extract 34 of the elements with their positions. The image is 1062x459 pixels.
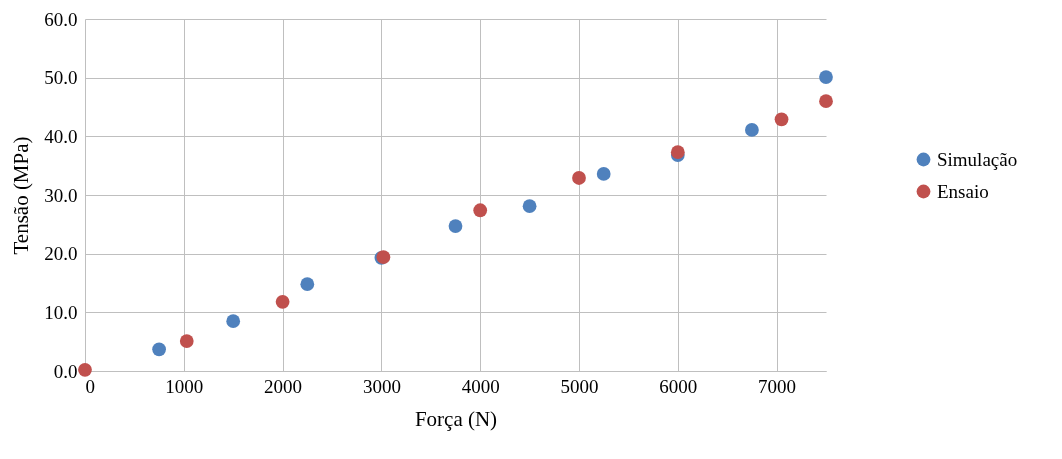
y-tick-label: 50.0	[44, 67, 78, 89]
x-tick-label: 5000	[560, 375, 599, 397]
y-tick-label: 10.0	[44, 301, 78, 323]
point	[78, 362, 92, 377]
y-tick-label: 20.0	[44, 243, 78, 265]
y-tick-label: 40.0	[44, 125, 78, 147]
x-axis-title: Força (N)	[414, 406, 498, 431]
point	[275, 294, 290, 309]
point	[522, 199, 537, 214]
point	[179, 334, 194, 348]
point	[152, 342, 166, 357]
x-tick-label: 1000	[165, 375, 204, 397]
y-tick-label: 60.0	[44, 8, 78, 30]
legend-label: Simulação	[937, 148, 1018, 170]
point	[745, 123, 759, 137]
legend-label: Ensaio	[937, 180, 989, 202]
point	[596, 167, 611, 181]
point	[572, 171, 586, 185]
x-tick-label: 3000	[362, 375, 401, 397]
point	[819, 70, 833, 84]
point	[819, 94, 833, 109]
point	[300, 277, 315, 292]
point	[226, 314, 241, 329]
x-tick-label: 4000	[461, 375, 500, 397]
y-tick-label: 0.0	[53, 360, 78, 382]
point	[473, 203, 488, 218]
y-tick-label: 30.0	[44, 184, 78, 206]
point	[448, 219, 463, 233]
point	[774, 112, 789, 127]
y-axis-title: Tensão (MPa)	[9, 136, 34, 255]
x-tick-label: 0	[85, 375, 95, 397]
x-tick-label: 2000	[264, 375, 303, 397]
x-tick-label: 7000	[758, 375, 797, 397]
x-tick-label: 6000	[659, 375, 698, 397]
